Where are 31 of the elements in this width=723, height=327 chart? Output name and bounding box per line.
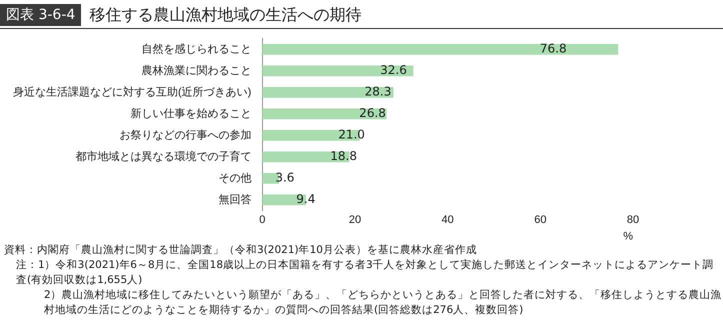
data-label: 32.6 bbox=[380, 62, 407, 77]
x-tick-label: 20 bbox=[348, 214, 362, 226]
text: 2）農山漁村地域に移住してみたいという願望が「ある」、「どちらかというとある」と回答した者に対する、「移住しようとする農山漁村地域の生活にどのようなことを期待するか」の質問への回答結果(回答総数は276人、複数回答) bbox=[43, 288, 723, 318]
bar bbox=[262, 65, 414, 76]
bar bbox=[262, 44, 618, 55]
y-tick-label: 都市地域とは異なる環境での子育て bbox=[75, 150, 252, 163]
y-tick-label: 農林漁業に関わること bbox=[141, 64, 252, 77]
data-label: 3.6 bbox=[275, 170, 294, 184]
y-tick-label: その他 bbox=[218, 172, 252, 184]
text: 注：1）令和3(2021)年6～8月に、全国18歳以上の日本国籍を有する者3千人を対象として実施した郵送とインターネットによるアンケート調査(有効回収数は1,655人) bbox=[15, 258, 715, 288]
y-tick-label: 身近な生活課題などに対する互助(近所づきあい) bbox=[13, 85, 252, 98]
data-label: 9.4 bbox=[296, 192, 316, 206]
data-label: 18.8 bbox=[330, 148, 357, 163]
chart-subtitle: 移住する農山漁村地域の生活への期待 bbox=[89, 4, 362, 26]
data-label: 76.8 bbox=[540, 41, 567, 56]
y-tick-label: お祭りなどの行事への参加 bbox=[119, 128, 252, 142]
x-tick-label: 40 bbox=[442, 214, 454, 226]
data-label: 21.0 bbox=[338, 127, 365, 142]
text: 図表 3-6-4 bbox=[0, 4, 82, 26]
x-tick-label: 80 bbox=[626, 214, 640, 226]
x-axis-title: % bbox=[623, 230, 634, 242]
bar bbox=[262, 86, 394, 98]
y-tick-label: 新しい仕事を始めること bbox=[130, 106, 252, 120]
y-tick-label: 自然を感じられること bbox=[141, 42, 252, 56]
x-tick-label: 60 bbox=[534, 214, 546, 226]
x-tick-label: 0 bbox=[259, 214, 266, 226]
data-label: 28.3 bbox=[364, 84, 392, 98]
data-label: 26.8 bbox=[359, 106, 386, 120]
bar bbox=[262, 108, 386, 120]
y-tick-label: 無回答 bbox=[218, 194, 252, 206]
text: 資料：内閣府「農山漁村に関する世論調査」（令和3(2021)年10月公表）を基に農林水産省作成 bbox=[4, 243, 478, 258]
